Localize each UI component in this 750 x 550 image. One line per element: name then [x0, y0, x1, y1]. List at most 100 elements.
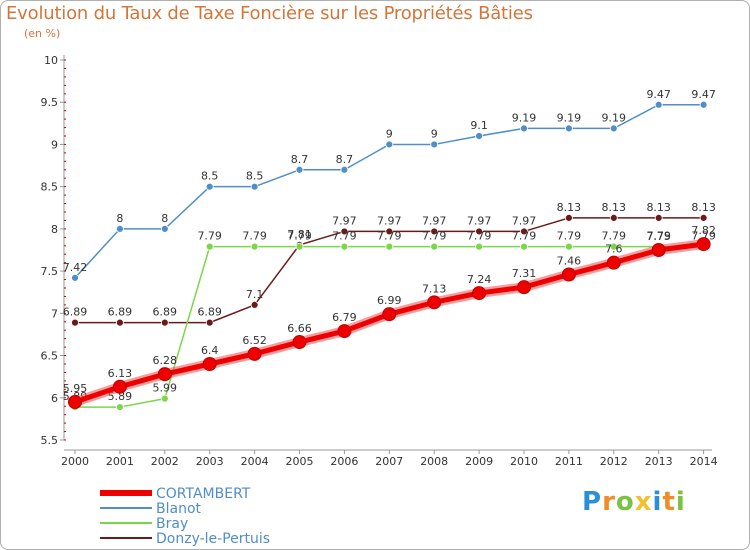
data-point [520, 124, 528, 133]
x-tick-label: 2014 [690, 455, 718, 468]
data-label: 6.79 [332, 311, 357, 324]
legend-label: CORTAMBERT [156, 486, 251, 502]
data-label: 5.95 [63, 382, 88, 395]
y-tick-label: 7 [51, 307, 58, 320]
logo-letter: i [675, 487, 686, 517]
y-tick-label: 9 [51, 138, 58, 151]
x-tick-label: 2001 [106, 455, 134, 468]
data-point [160, 224, 169, 233]
data-label: 6.66 [287, 322, 312, 335]
data-point [561, 267, 576, 282]
legend-label: Donzy-le-Pertuis [156, 531, 270, 547]
x-tick-label: 2006 [330, 455, 358, 468]
data-point [699, 214, 708, 222]
x-tick-label: 2009 [465, 455, 493, 468]
x-tick-label: 2010 [510, 455, 538, 468]
y-axis-unit-label: (en %) [24, 27, 61, 40]
data-label: 7.6 [605, 243, 623, 256]
data-label: 7.97 [467, 214, 492, 227]
data-point [385, 140, 394, 149]
data-label: 8.13 [691, 201, 716, 214]
x-tick-label: 2008 [420, 455, 448, 468]
data-point [475, 132, 484, 140]
data-label: 7.97 [332, 214, 357, 227]
data-label: 7.79 [602, 230, 627, 243]
data-point [651, 243, 666, 257]
data-label: 8.7 [291, 153, 309, 166]
data-point [565, 242, 573, 251]
data-point [160, 394, 169, 403]
data-point [160, 318, 169, 327]
data-label: 8.5 [246, 170, 264, 183]
data-point [609, 124, 618, 133]
data-point [430, 140, 439, 149]
logo-letter: t [662, 487, 676, 517]
data-label: 9 [431, 127, 438, 140]
x-tick-label: 2003 [196, 455, 224, 468]
logo-letter: P [582, 487, 603, 517]
data-label: 6.28 [153, 354, 178, 367]
data-label: 9.47 [646, 88, 671, 101]
data-label: 7.24 [467, 273, 492, 286]
data-label: 9.19 [602, 111, 627, 124]
logo-letter: o [615, 487, 635, 517]
data-point [205, 242, 214, 251]
data-point [699, 100, 708, 109]
x-tick-label: 2013 [645, 455, 673, 468]
data-label: 6.89 [197, 306, 222, 319]
data-label: 7.79 [377, 230, 402, 243]
data-point [565, 214, 573, 222]
x-tick-label: 2000 [61, 455, 89, 468]
data-label: 7.79 [691, 230, 716, 243]
data-label: 7.79 [557, 230, 582, 243]
data-point [517, 280, 531, 295]
data-label: 5.99 [153, 382, 178, 395]
y-tick-label: 8 [51, 223, 58, 236]
data-label: 7.79 [422, 230, 447, 243]
data-point [520, 242, 528, 251]
data-label: 7.79 [287, 230, 312, 243]
data-label: 7.97 [377, 214, 402, 227]
data-point [68, 395, 82, 409]
data-point [475, 227, 484, 236]
data-point [295, 165, 304, 174]
data-label: 9.19 [557, 111, 582, 124]
data-point [202, 357, 217, 371]
x-tick-label: 2004 [241, 455, 269, 468]
y-tick-label: 6.5 [41, 350, 59, 363]
data-point [112, 379, 127, 394]
data-label: 7.79 [646, 230, 671, 243]
data-point [157, 367, 172, 382]
data-point [696, 237, 711, 252]
data-label: 7.31 [512, 267, 537, 280]
data-point [609, 214, 618, 222]
data-point [295, 242, 304, 251]
data-point [247, 346, 262, 361]
data-point [385, 227, 394, 236]
data-label: 7.97 [422, 214, 447, 227]
data-label: 9.47 [691, 88, 716, 101]
proxiti-logo: Proxiti [582, 487, 686, 517]
data-point [71, 318, 79, 327]
data-point [71, 273, 79, 282]
data-label: 6.89 [108, 306, 133, 319]
data-point [427, 295, 442, 310]
data-label: 7.79 [467, 230, 492, 243]
data-label: 9.1 [470, 119, 488, 132]
y-tick-label: 7.5 [41, 265, 59, 278]
data-point [292, 335, 307, 350]
data-label: 9 [386, 127, 393, 140]
data-label: 6.52 [242, 334, 267, 347]
data-label: 7.97 [512, 214, 537, 227]
data-label: 6.99 [377, 294, 402, 307]
data-point [116, 403, 124, 411]
data-point [250, 300, 259, 309]
data-point [520, 227, 528, 236]
y-tick-label: 6 [51, 392, 58, 405]
chart-title: Evolution du Taux de Taxe Foncière sur l… [6, 3, 533, 24]
data-label: 7.79 [197, 230, 222, 243]
y-tick-label: 5.5 [41, 434, 59, 447]
data-point [430, 227, 439, 236]
